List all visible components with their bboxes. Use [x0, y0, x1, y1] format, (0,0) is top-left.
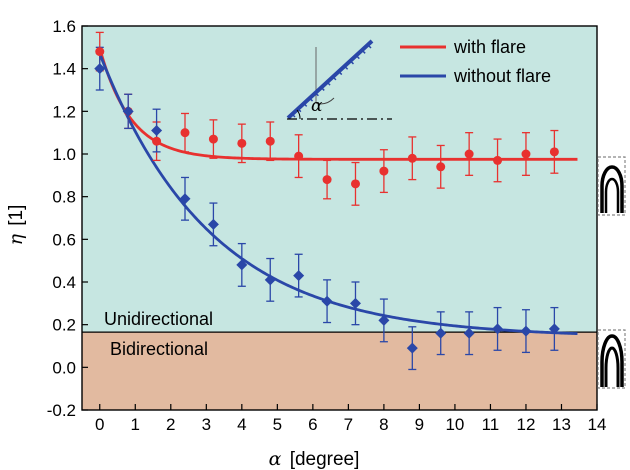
y-tick-label: 0.4 [52, 273, 76, 292]
inset-tooth [332, 76, 337, 81]
marker-without-flare [520, 325, 532, 337]
marker-without-flare [349, 297, 361, 309]
x-tick-label: 8 [379, 415, 388, 434]
inset-arc [315, 97, 335, 105]
marker-with-flare [208, 134, 218, 144]
marker-with-flare [237, 138, 247, 148]
x-tick-label: 12 [517, 415, 536, 434]
inset-tooth [326, 81, 331, 86]
y-tick-label: 0.6 [52, 230, 76, 249]
x-tick-label: 3 [202, 415, 211, 434]
inset-tooth [297, 108, 302, 113]
marker-with-flare [379, 166, 389, 176]
region-label-unidirectional: Unidirectional [104, 309, 213, 329]
marker-without-flare [264, 274, 276, 286]
plot-background [82, 26, 597, 410]
x-tick-label: 14 [588, 415, 607, 434]
inset-tooth [355, 55, 360, 60]
x-axis-unit: [degree] [290, 449, 360, 470]
inset-tooth [349, 60, 354, 65]
y-axis-symbol: η [5, 233, 27, 245]
marker-with-flare [95, 47, 105, 57]
inset-tooth [314, 92, 319, 97]
plot-frame [81, 25, 598, 411]
marker-with-flare [407, 153, 417, 163]
marker-with-flare [265, 136, 275, 146]
marker-with-flare [436, 162, 446, 172]
inset-incline-sketch: α [286, 39, 392, 120]
marker-without-flare [548, 323, 560, 335]
y-axis-label: η [1] [5, 205, 27, 246]
region-bidirectional-bg [82, 332, 597, 410]
marker-without-flare [151, 125, 163, 137]
legend-label-without-flare: without flare [453, 66, 551, 86]
marker-with-flare [464, 149, 474, 159]
y-tick-label: 1.6 [52, 17, 76, 36]
marker-without-flare [293, 270, 305, 282]
legend: with flare without flare [400, 37, 551, 86]
marker-with-flare [322, 175, 332, 185]
marker-without-flare [492, 323, 504, 335]
inset-tooth [309, 97, 314, 102]
marker-without-flare [463, 327, 475, 339]
x-axis-label: α [degree] [269, 448, 360, 470]
inset-tooth [320, 86, 325, 91]
x-tick-label: 13 [552, 415, 571, 434]
marker-without-flare [207, 218, 219, 230]
y-tick-label: 0.2 [52, 316, 76, 335]
inset-tooth [291, 113, 296, 118]
inset-grating-bar [286, 39, 374, 120]
inset-tooth [344, 65, 349, 70]
x-tick-label: 0 [95, 415, 104, 434]
axis-ticks: 0 1 2 3 4 5 6 7 8 9 10 11 12 13 14-0.20.00.20.40.60.81… [47, 17, 607, 434]
marker-with-flare [549, 147, 559, 157]
x-tick-label: 7 [344, 415, 353, 434]
marker-with-flare [152, 136, 162, 146]
marker-without-flare [321, 295, 333, 307]
inset-tooth [338, 71, 343, 76]
x-tick-label: 9 [415, 415, 424, 434]
marker-without-flare [435, 327, 447, 339]
x-tick-label: 11 [482, 415, 500, 434]
marker-with-flare [180, 128, 190, 138]
marker-without-flare [179, 193, 191, 205]
marker-without-flare [236, 259, 248, 271]
plot-border [81, 25, 598, 411]
legend-label-with-flare: with flare [453, 37, 526, 57]
marker-with-flare [521, 149, 531, 159]
x-tick-label: 4 [237, 415, 246, 434]
y-tick-label: 0.0 [52, 358, 76, 377]
marker-without-flare [378, 314, 390, 326]
y-tick-label: 1.0 [52, 145, 76, 164]
inset-tooth [361, 49, 366, 54]
marker-without-flare [94, 63, 106, 75]
bidirectional-shape-icon [597, 329, 626, 389]
data-markers [94, 47, 560, 354]
region-label-bidirectional: Bidirectional [110, 339, 208, 359]
inset-tooth [303, 102, 308, 107]
x-tick-label: 2 [166, 415, 175, 434]
x-axis-symbol: α [269, 448, 282, 470]
x-tick-label: 6 [308, 415, 317, 434]
inset-alpha-label: α [311, 96, 323, 116]
marker-without-flare [406, 342, 418, 354]
unidirectional-shape-icon [597, 156, 626, 216]
y-axis-unit: [1] [6, 205, 27, 226]
x-tick-label: 1 [131, 415, 140, 434]
y-tick-label: 1.4 [52, 60, 76, 79]
x-tick-label: 5 [273, 415, 282, 434]
region-unidirectional-bg [82, 26, 597, 333]
inset-angle-arc [296, 109, 301, 120]
y-tick-label: 1.2 [52, 102, 76, 121]
y-tick-label: -0.2 [47, 401, 76, 420]
inset-tooth [367, 44, 372, 49]
marker-with-flare [294, 151, 304, 161]
inset-grating-teeth [291, 44, 372, 118]
marker-with-flare [493, 155, 503, 165]
y-tick-label: 0.8 [52, 188, 76, 207]
marker-with-flare [350, 179, 360, 189]
marker-without-flare [122, 105, 134, 117]
x-tick-label: 10 [445, 415, 464, 434]
